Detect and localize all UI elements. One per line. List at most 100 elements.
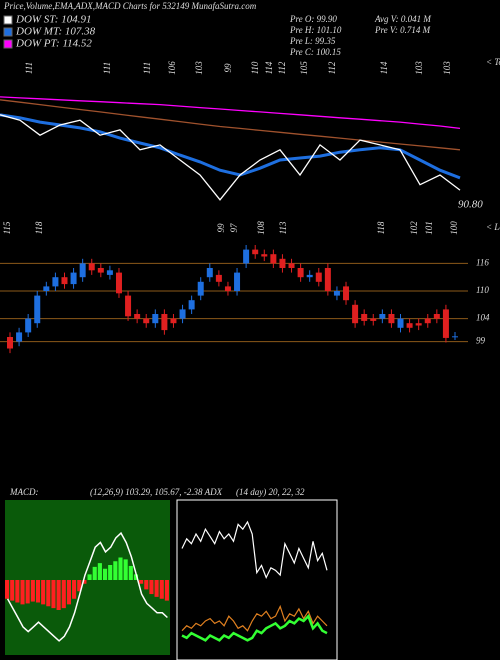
top-label: 111 [24,62,34,74]
histogram-bar [46,580,51,607]
stat: Pre H: 101.10 [289,25,342,35]
bottom-label: 118 [376,221,386,234]
histogram-bar [61,580,66,609]
histogram-bar [144,580,149,590]
histogram-bar [15,580,20,603]
candle-body [379,314,386,319]
histogram-bar [56,580,61,610]
histogram-bar [164,580,169,601]
legend-label: DOW ST: 104.91 [15,14,91,26]
stat: Pre V: 0.714 M [374,25,431,35]
histogram-bar [5,580,10,599]
histogram-bar [97,563,102,580]
candle-body [370,318,377,321]
candle-body [361,314,368,321]
candle-body [152,314,159,324]
bottom-label: 113 [278,221,288,234]
top-label: 114 [264,61,274,74]
histogram-bar [149,580,154,595]
candle-body [452,336,458,338]
line-ema-short [0,113,461,180]
histogram-bar [82,580,87,584]
histogram-bar [102,568,108,580]
histogram-bar [72,580,77,599]
candle-body [288,263,295,268]
top-label: 106 [167,61,177,75]
candle-body [424,318,431,324]
histogram-bar [66,580,71,605]
candle-body [333,291,340,296]
histogram-bar [113,561,118,580]
candle-body [324,268,331,291]
candle-body [97,268,104,273]
legend-label: DOW PT: 114.52 [15,38,92,50]
histogram-bar [159,580,164,599]
candle-body [70,272,77,285]
histogram-bar [30,580,35,602]
bottom-label: 118 [34,221,44,234]
histogram-bar [87,574,92,580]
histogram-bar [77,580,82,592]
macd-params: (12,26,9) 103.29, 105.67, -2.38 ADX [90,487,223,497]
candle-body [52,277,59,287]
candle-body [315,272,322,282]
candle-body [270,254,277,264]
candle-body [297,268,304,278]
top-label: 112 [277,61,287,74]
candle-body [88,263,95,271]
line-di-minus [181,613,328,642]
histogram-bar [41,580,46,605]
histogram-bar [51,580,56,609]
top-label: 111 [102,62,112,74]
histogram-bar [20,580,25,605]
stat: Pre C: 100.15 [289,47,341,57]
histogram-bar [123,559,128,580]
level-label: 99 [476,336,486,346]
adx-panel [176,499,338,660]
candle-body [224,286,231,291]
candle-body [16,332,23,342]
candle-body [115,272,122,294]
top-label: 110 [250,61,260,74]
candle-body [243,249,250,264]
macd-label: MACD: [9,487,39,497]
candle-body [406,323,413,328]
candle-body [206,268,213,278]
candle-body [7,337,13,349]
candle-body [161,314,168,331]
candle-body [352,304,359,324]
candle-body [134,314,141,319]
candle-body [215,274,222,282]
histogram-bar [139,580,144,584]
histogram-bar [128,565,133,580]
top-label: 99 [223,63,233,73]
histogram-bar [108,565,113,580]
candle-body [234,272,241,291]
candle-body [106,270,113,275]
candle-body [179,309,186,319]
histogram-bar [92,566,97,580]
stat: Avg V: 0.041 M [374,14,431,24]
candle-body [261,254,268,257]
candle-body [125,295,132,317]
candle-body [279,258,286,268]
candle-body [306,274,313,278]
lows-note: < Lows [486,222,500,232]
adx-label: (14 day) 20, 22, 32 [236,487,305,497]
top-label: 105 [299,61,309,75]
macd-line [6,531,168,642]
top-label: 114 [379,61,389,74]
candle-body [442,309,449,338]
histogram-bar [133,574,139,580]
candle-body [388,314,395,324]
histogram-bar [35,580,41,603]
last-label: 90.80 [458,199,483,211]
legend-swatch [3,15,13,25]
stat: Pre L: 99.35 [289,36,336,46]
candle-body [415,323,422,326]
candle-body [61,277,68,285]
line-di-plus [181,604,328,632]
bottom-label: 101 [424,221,434,235]
candle-body [433,314,440,319]
candle-body [188,300,195,310]
